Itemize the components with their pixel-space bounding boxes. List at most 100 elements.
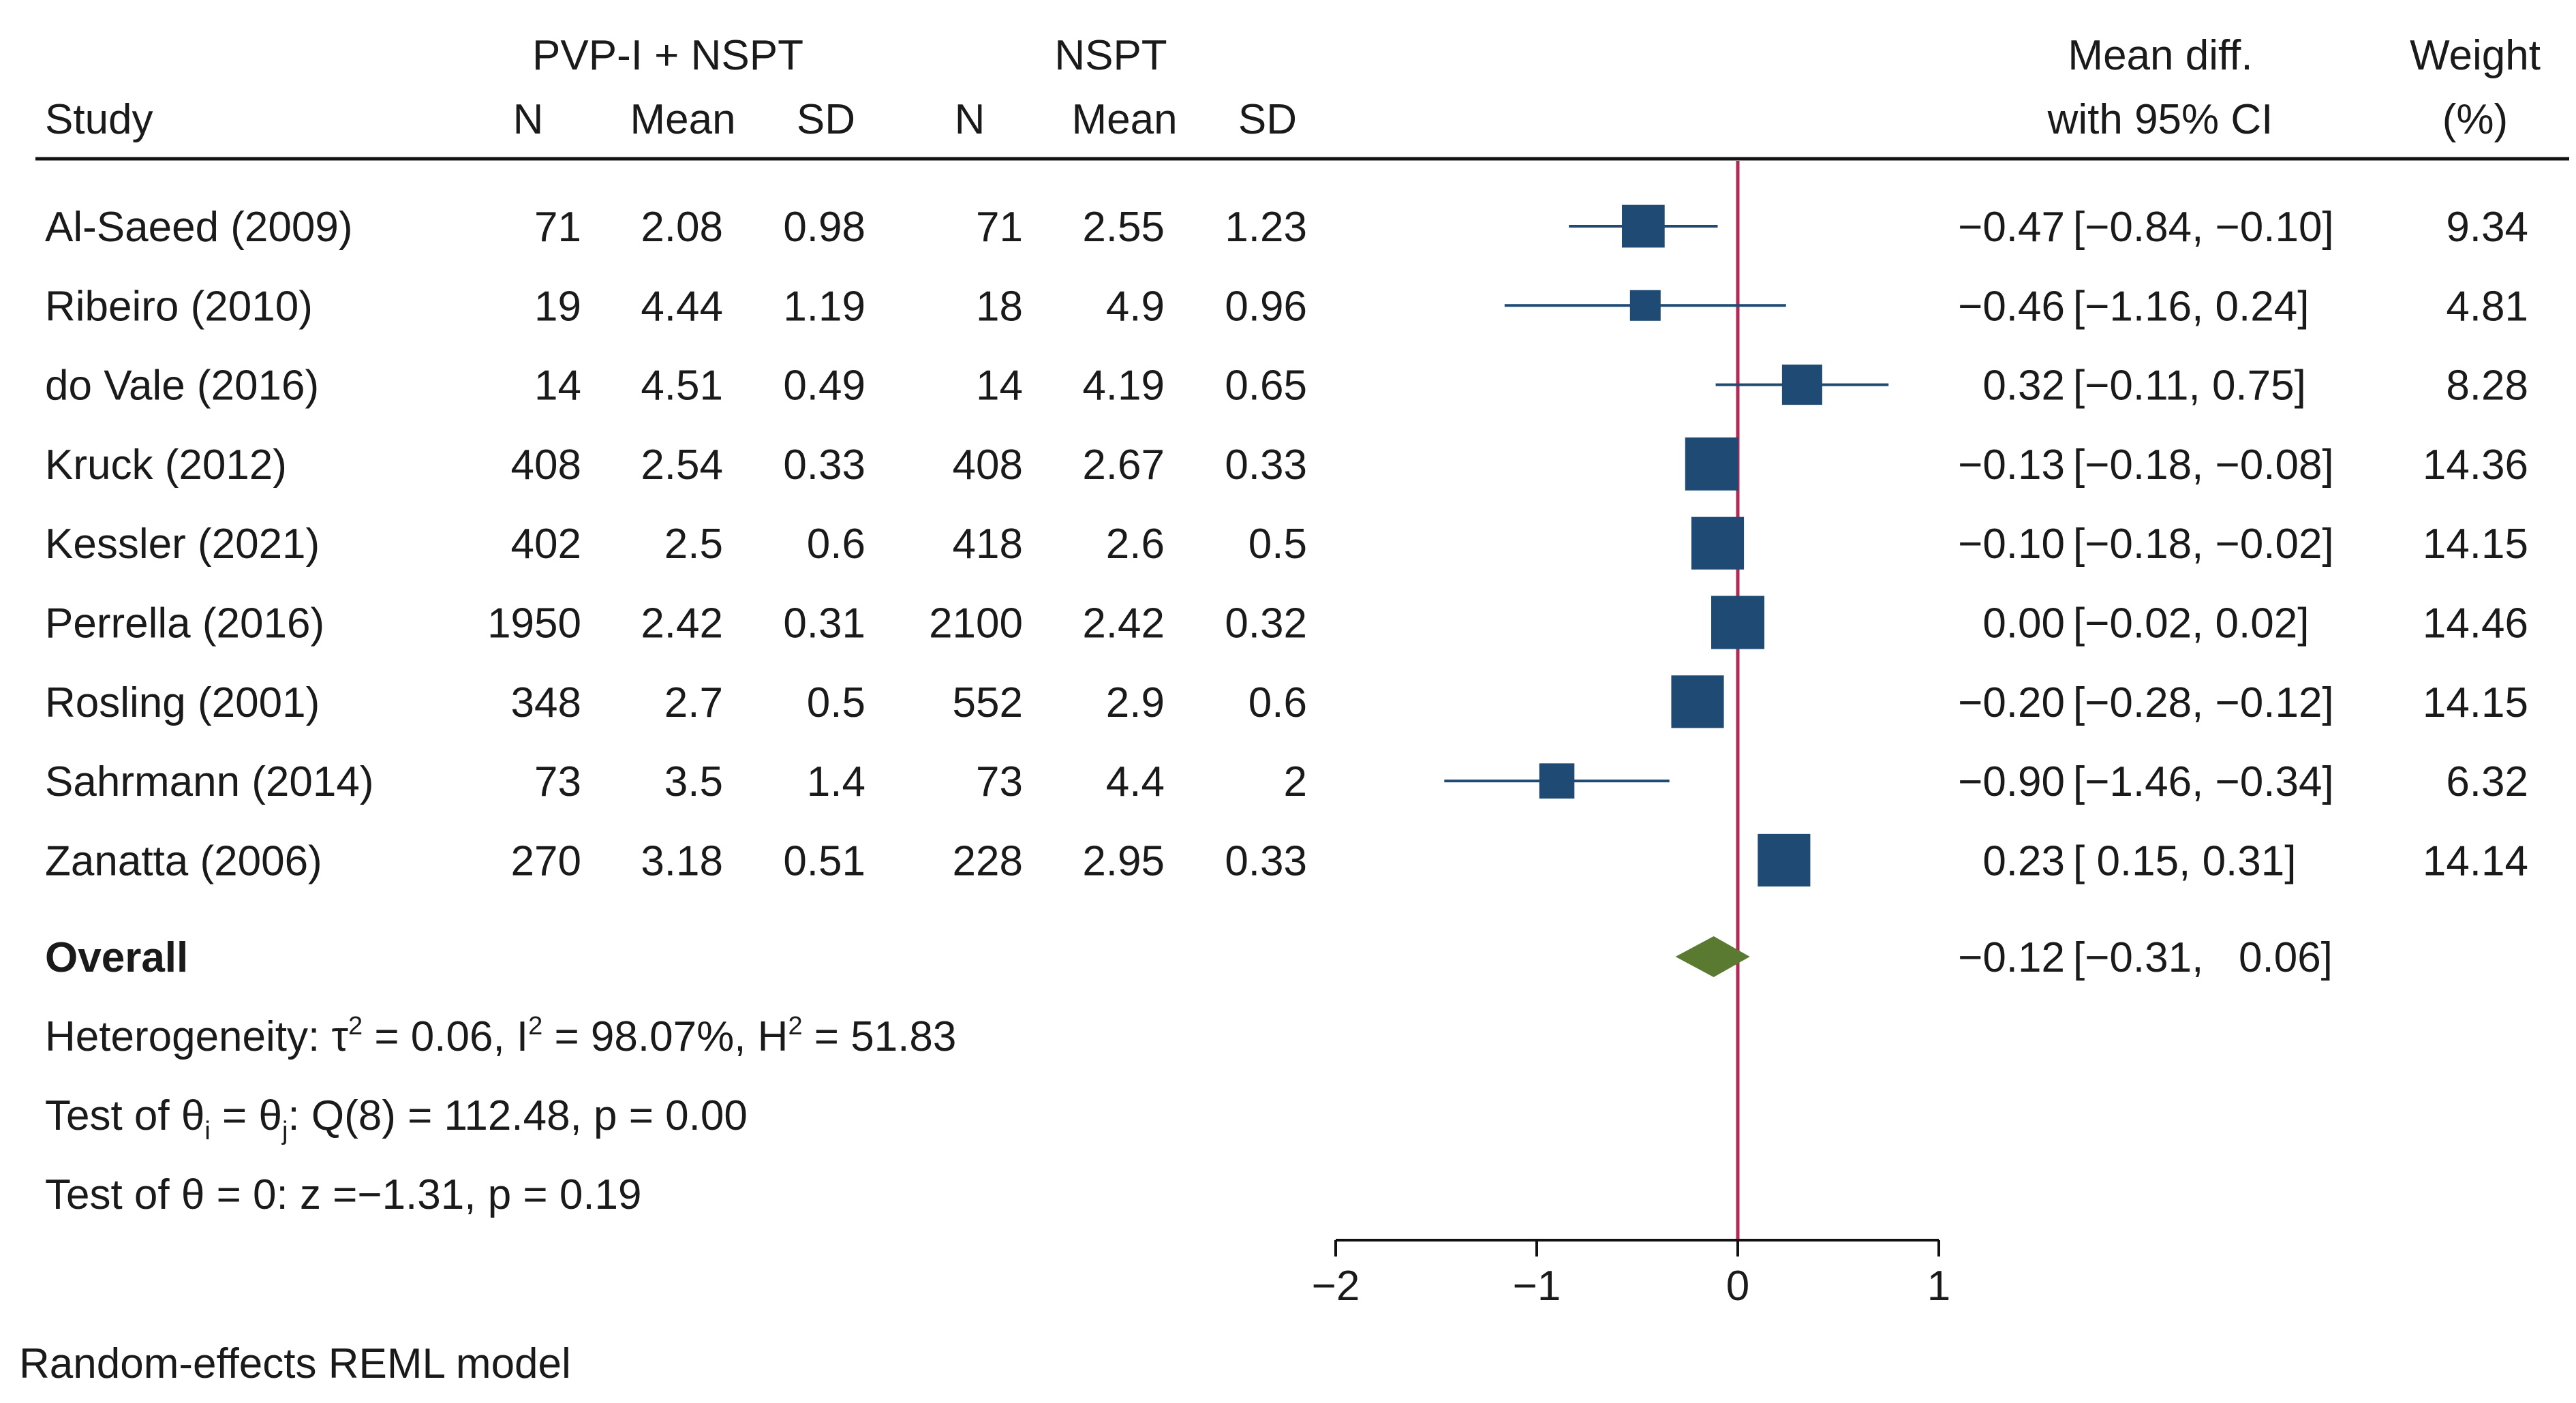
header-group1: PVP-I + NSPT [532,32,803,79]
treatment-sd: 1.19 [783,283,865,330]
effect-marker [1629,290,1661,321]
header-mean1: Mean [630,96,735,143]
test-equal-stat: Test of θi = θj: Q(8) = 112.48, p = 0.00 [45,1092,748,1145]
control-sd: 0.33 [1225,442,1307,489]
control-mean: 2.42 [1082,600,1165,647]
study-name: Rosling (2001) [45,679,320,726]
control-n: 408 [953,442,1023,489]
treatment-sd: 0.51 [783,837,865,884]
heterogeneity-stat: Heterogeneity: τ2 = 0.06, I2 = 98.07%, H… [45,1012,956,1060]
treatment-sd: 0.49 [783,363,865,410]
x-axis-tick-label: 0 [1726,1263,1749,1310]
x-axis-tick-label: −2 [1312,1263,1360,1310]
header-n2: N [955,96,985,143]
control-sd: 1.23 [1225,204,1307,251]
test-equal-rest: : Q(8) = 112.48, p = 0.00 [288,1092,747,1139]
header-study: Study [45,96,153,143]
header: PVP-I + NSPT NSPT Mean diff. Weight Stud… [45,32,2541,143]
treatment-mean: 4.51 [641,363,723,410]
mean-diff-value: 0.00 [1982,600,2065,647]
overall-ci: [−0.31, 0.06] [2073,934,2333,981]
h2-value: = 51.83 [803,1013,957,1060]
test-equal-prefix: Test of θ [45,1092,204,1139]
control-sd: 0.33 [1225,837,1307,884]
study-row: Sahrmann (2014) 73 3.5 1.4 73 4.4 2 −0.90 [−1.46… [45,758,2528,805]
confidence-interval: [−0.11, 0.75] [2073,363,2306,410]
treatment-n: 14 [534,363,581,410]
treatment-n: 71 [534,204,581,251]
effect-marker [1622,204,1665,248]
study-row: Rosling (2001) 348 2.7 0.5 552 2.9 0.6 −0.20 [−0… [45,675,2528,728]
effect-marker [1758,833,1811,886]
study-row: Ribeiro (2010) 19 4.44 1.19 18 4.9 0.96 −0.46 [−… [45,283,2528,330]
header-mean2: Mean [1071,96,1177,143]
treatment-mean: 4.44 [641,283,723,330]
treatment-sd: 0.31 [783,600,865,647]
confidence-interval: [−1.46, −0.34] [2073,758,2334,805]
header-weight-line1: Weight [2410,32,2541,79]
confidence-interval: [−0.28, −0.12] [2073,679,2334,726]
weight-value: 14.14 [2423,837,2528,884]
header-group2: NSPT [1054,32,1167,79]
weight-value: 14.36 [2423,442,2528,489]
header-effect-line1: Mean diff. [2068,32,2252,79]
mean-diff-value: −0.47 [1958,204,2065,251]
control-mean: 2.95 [1082,837,1165,884]
control-mean: 4.4 [1106,758,1165,805]
treatment-mean: 2.7 [664,679,723,726]
effect-marker [1671,675,1724,728]
control-n: 418 [953,521,1023,568]
treatment-mean: 3.18 [641,837,723,884]
treatment-mean: 3.5 [664,758,723,805]
treatment-mean: 2.08 [641,204,723,251]
study-rows: Al-Saeed (2009) 71 2.08 0.98 71 2.55 1.23 −0.47… [45,204,2528,886]
study-name: Al-Saeed (2009) [45,204,353,251]
i2-superscript: 2 [528,1012,542,1040]
overall-md: −0.12 [1958,934,2065,981]
confidence-interval: [−0.84, −0.10] [2073,204,2334,251]
study-name: Kruck (2012) [45,442,287,489]
control-n: 228 [953,837,1023,884]
subscript-i: i [204,1117,210,1145]
study-name: Ribeiro (2010) [45,283,313,330]
effect-marker [1781,365,1822,405]
effect-marker [1691,517,1745,570]
treatment-n: 408 [511,442,581,489]
control-mean: 4.19 [1082,363,1165,410]
header-weight-line2: (%) [2442,96,2508,143]
control-sd: 0.6 [1248,679,1307,726]
study-row: Kessler (2021) 402 2.5 0.6 418 2.6 0.5 −0.10 [−0… [45,517,2528,570]
model-note: Random-effects REML model [19,1340,571,1387]
study-row: Kruck (2012) 408 2.54 0.33 408 2.67 0.33 −0.13[… [45,437,2528,491]
header-effect-line2: with 95% CI [2047,96,2273,143]
mean-diff-value: −0.13 [1958,442,2065,489]
test-zero-stat: Test of θ = 0: z =−1.31, p = 0.19 [45,1171,642,1218]
weight-value: 4.81 [2446,283,2528,330]
treatment-sd: 0.98 [783,204,865,251]
treatment-n: 270 [511,837,581,884]
control-mean: 2.6 [1106,521,1165,568]
control-sd: 0.32 [1225,600,1307,647]
weight-value: 14.46 [2423,600,2528,647]
confidence-interval: [−0.18, −0.08] [2073,442,2334,489]
overall-label: Overall [45,934,188,981]
study-name: Kessler (2021) [45,521,320,568]
control-sd: 0.96 [1225,283,1307,330]
tau-superscript: 2 [348,1012,363,1040]
weight-value: 6.32 [2446,758,2528,805]
treatment-mean: 2.5 [664,521,723,568]
overall-diamond [1675,936,1750,977]
study-row: Perrella (2016) 1950 2.42 0.31 2100 2.42 0.32 0… [45,596,2528,649]
study-row: Al-Saeed (2009) 71 2.08 0.98 71 2.55 1.23 −0.47… [45,204,2528,251]
effect-marker [1539,763,1575,799]
i2-value: = 98.07%, H [542,1013,788,1060]
mean-diff-value: 0.32 [1982,363,2065,410]
study-name: do Vale (2016) [45,363,319,410]
study-name: Sahrmann (2014) [45,758,374,805]
treatment-sd: 0.33 [783,442,865,489]
treatment-sd: 1.4 [807,758,865,805]
x-axis: −2 −1 0 1 [1312,1239,1950,1310]
weight-value: 14.15 [2423,679,2528,726]
treatment-n: 1950 [487,600,581,647]
